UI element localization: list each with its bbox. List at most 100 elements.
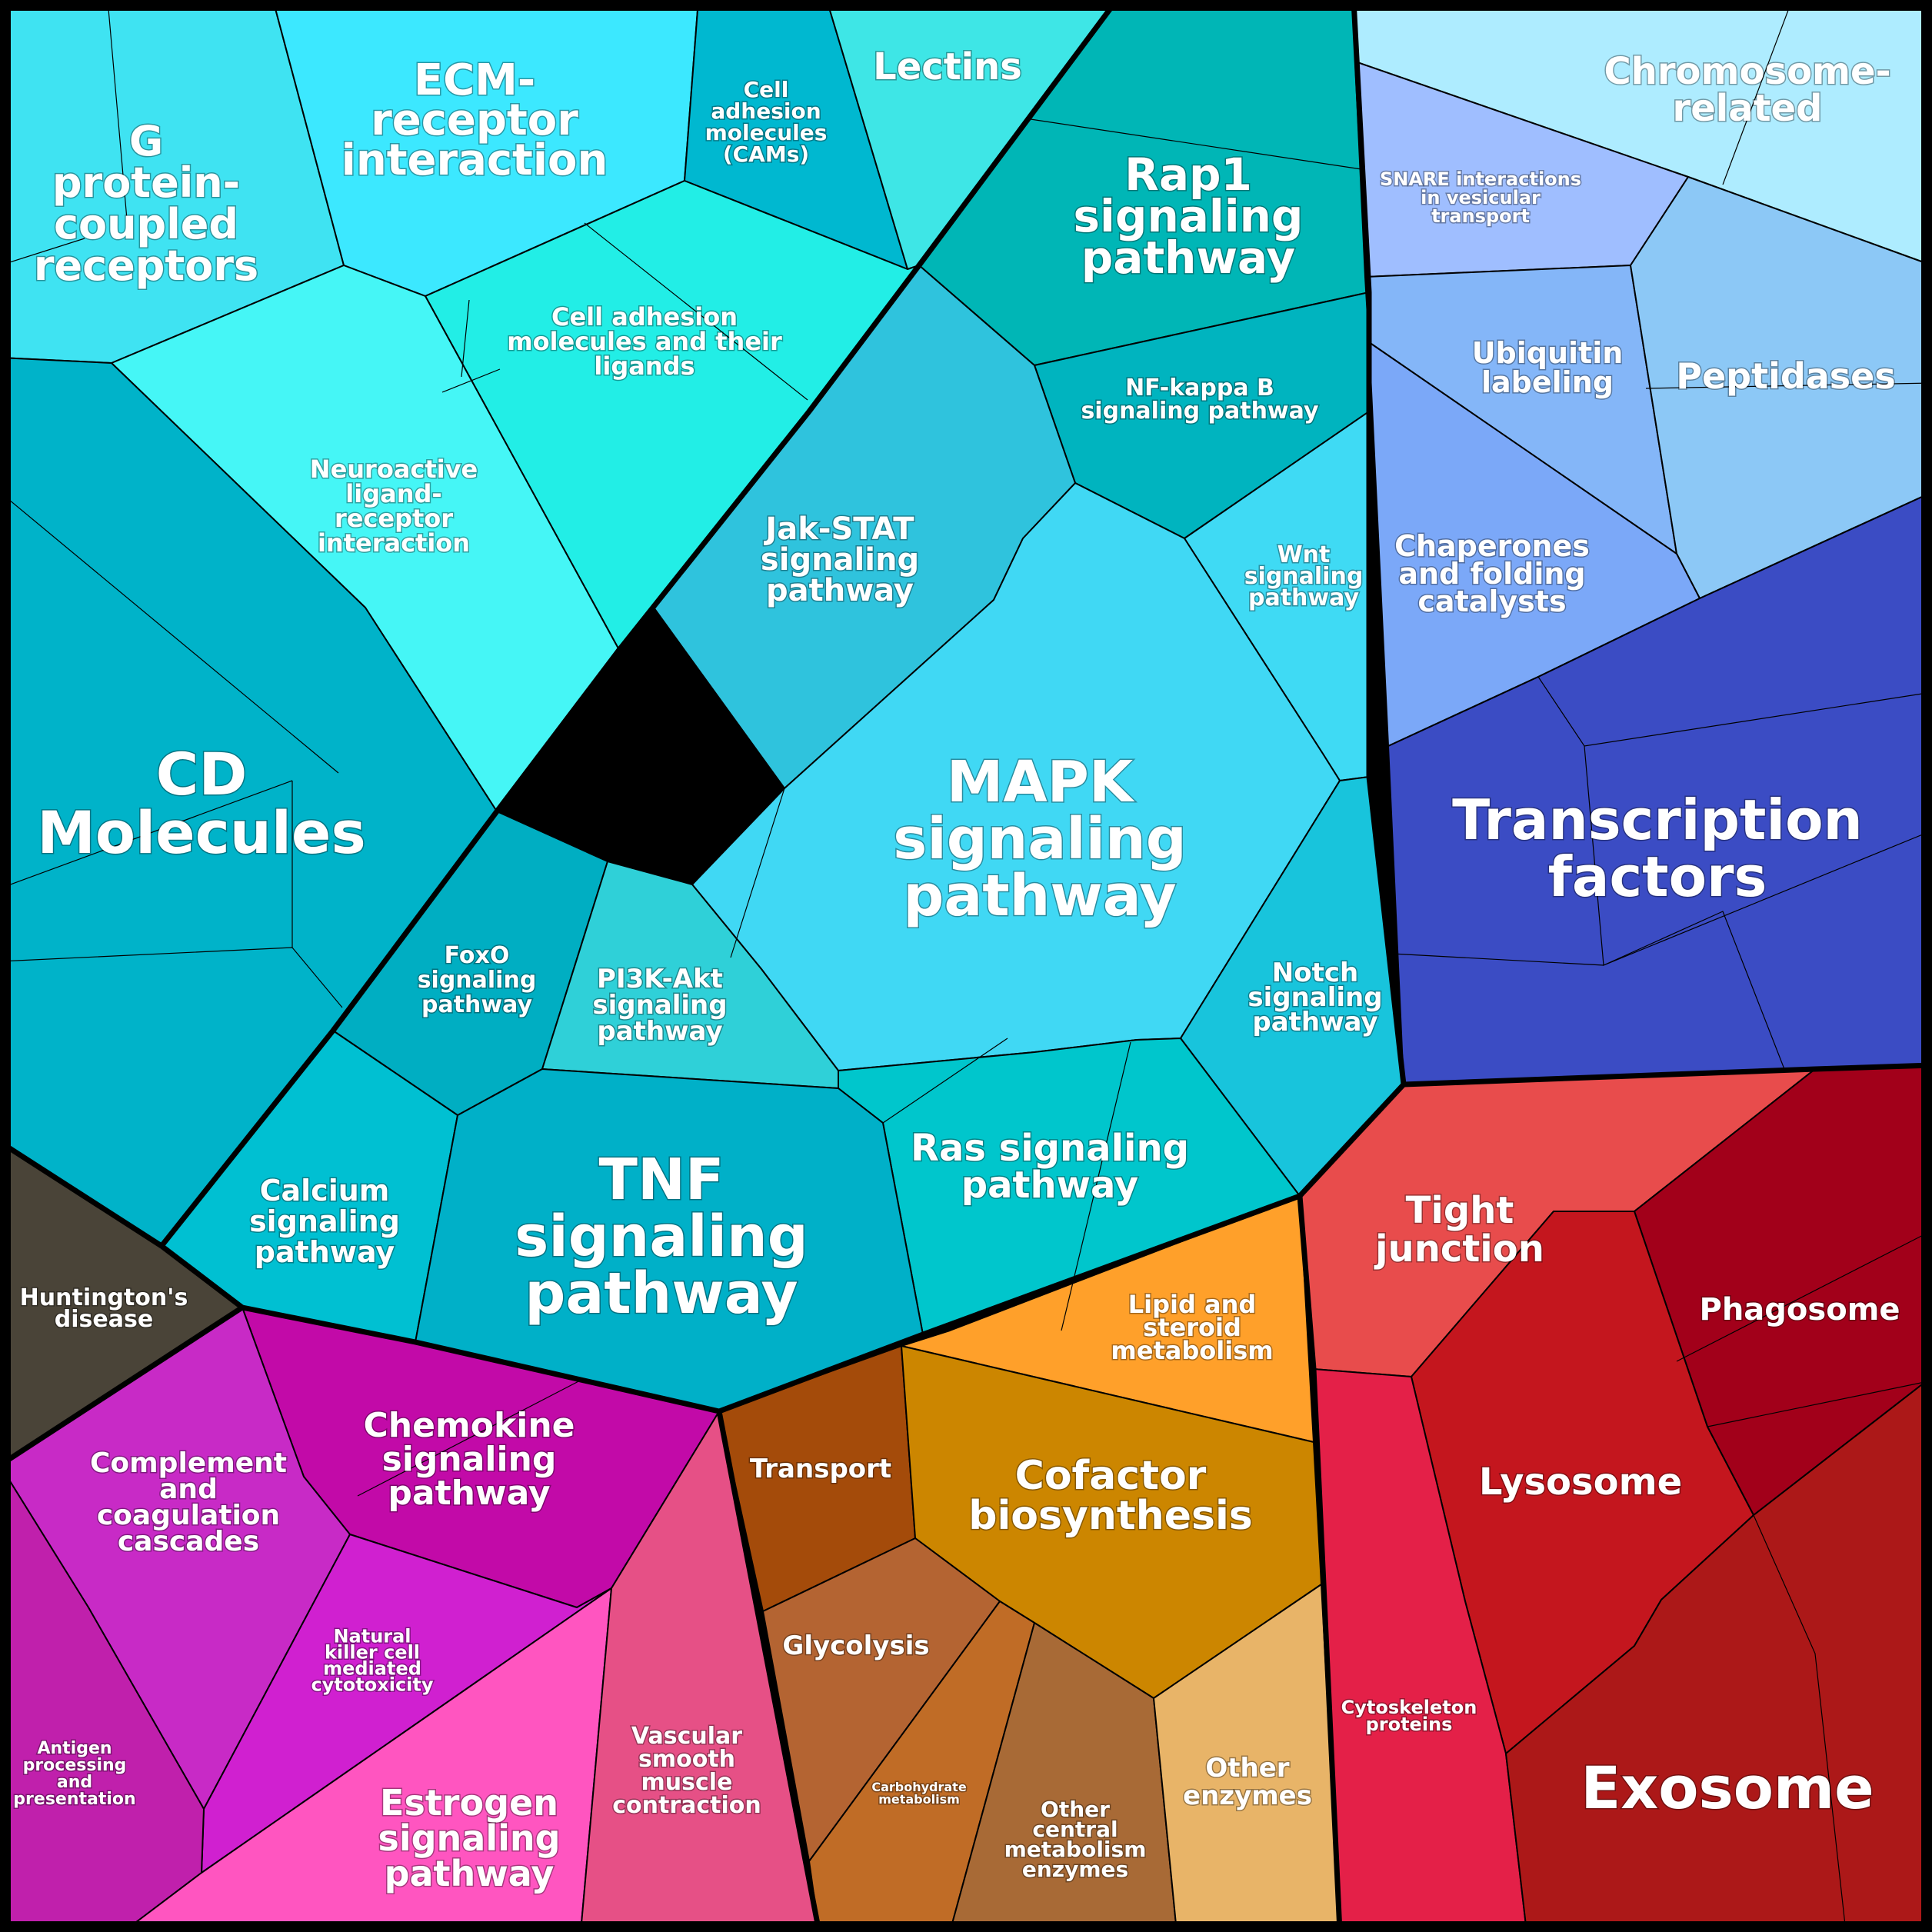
cell-label-line: Chemokine xyxy=(363,1406,575,1445)
cell-label-line: Ubiquitin xyxy=(1472,336,1624,370)
cell-label-line: Cell adhesion xyxy=(551,302,738,331)
group-signaling xyxy=(0,0,1404,1412)
subdivision-line xyxy=(1030,118,1362,170)
cell-label-line: signaling xyxy=(382,1440,557,1479)
cell-label-other-central: Other central metabolism enzymes xyxy=(1004,1797,1147,1882)
cell-label-line: Lectins xyxy=(873,45,1022,88)
cell-label-line: signaling pathway xyxy=(1081,398,1319,425)
cell-label-antigen: Antigen processing and presentation xyxy=(13,1739,135,1809)
cell-label-carbohydrate: Carbohydrate metabolism xyxy=(871,1780,966,1807)
cell-label-cell-adhesion-ligands: Cell adhesion molecules and their ligands xyxy=(507,302,782,381)
cell-label-line: adhesion xyxy=(711,98,821,124)
cell-label-snare: SNARE interactions in vesicular transport xyxy=(1380,168,1581,227)
cell-label-line: FoxO xyxy=(445,942,510,969)
cell-exosome[interactable] xyxy=(1505,1376,1932,1932)
cell-label-mapk: MAPK signaling pathway xyxy=(893,749,1186,929)
cell-label-line: PI3K-Akt xyxy=(597,964,723,994)
cell-label-line: signaling xyxy=(592,990,727,1021)
cell-label-line: mediated xyxy=(323,1658,421,1680)
cell-label-line: and folding xyxy=(1398,557,1585,591)
cell-label-peptidases: Peptidases xyxy=(1676,355,1896,397)
cell-label-line: CD xyxy=(156,740,248,808)
cell-label-line: pathway xyxy=(903,863,1176,929)
cell-label-line: Cell xyxy=(744,77,789,102)
cell-label-line: factors xyxy=(1548,844,1767,909)
cell-label-cytoskeleton: Cytoskeleton proteins xyxy=(1341,1697,1477,1735)
cell-label-line: receptors xyxy=(34,242,258,290)
cell-label-line: signaling xyxy=(378,1817,560,1859)
cell-label-exosome: Exosome xyxy=(1581,1754,1874,1822)
cell-label-line: Cofactor xyxy=(1015,1453,1207,1499)
subdivision-line xyxy=(882,1038,1008,1124)
cell-label-line: proteins xyxy=(1366,1714,1453,1735)
cell-label-line: pathway xyxy=(388,1474,550,1513)
cell-label-tight: Tight junction xyxy=(1374,1189,1544,1271)
group-border-line xyxy=(1351,0,1407,1085)
cell-label-line: Vascular xyxy=(631,1723,742,1750)
cell-label-line: Huntington's xyxy=(20,1284,188,1311)
cell-label-line: Chaperones xyxy=(1394,529,1590,563)
cell-label-line: interaction xyxy=(318,528,470,558)
cell-label-line: Notch xyxy=(1272,958,1358,988)
subdivision-line xyxy=(691,788,785,885)
cell-label-line: Exosome xyxy=(1581,1754,1874,1822)
cell-label-line: metabolism xyxy=(878,1792,960,1807)
cell-other-enzymes[interactable] xyxy=(1153,1584,1341,1932)
group-border-line xyxy=(1297,1082,1406,1198)
cell-label-line: pathway xyxy=(1081,232,1295,284)
cell-label-line: enzymes xyxy=(1183,1780,1312,1811)
cell-label-line: Neuroactive xyxy=(310,455,478,484)
cell-label-neuroactive: Neuroactive ligand-receptor interaction xyxy=(310,455,478,558)
cell-label-tnf: TNF signaling pathway xyxy=(515,1147,808,1327)
cell-label-line: NF-kappa B xyxy=(1125,375,1274,401)
cell-label-chemokine: Chemokine signaling pathway xyxy=(363,1406,575,1513)
cell-label-chaperones: Chaperones and folding catalysts xyxy=(1394,529,1590,618)
cell-label-estrogen: Estrogen signaling pathway xyxy=(378,1782,560,1894)
cell-label-calcium: Calcium signaling pathway xyxy=(249,1174,400,1269)
subdivision-line xyxy=(1707,1380,1932,1427)
subdivision-line xyxy=(441,368,501,393)
subdivision-line xyxy=(0,491,339,774)
cell-label-line: Jak-STAT xyxy=(763,511,914,547)
cell-label-line: pathway xyxy=(961,1164,1138,1207)
cell-label-line: in vesicular xyxy=(1421,187,1541,208)
cell-label-line: Carbohydrate xyxy=(871,1780,966,1794)
cell-label-line: Lysosome xyxy=(1479,1461,1682,1504)
cell-label-foxo: FoxO signaling pathway xyxy=(418,942,537,1018)
cell-label-line: Tight xyxy=(1406,1189,1514,1232)
cell-label-line: Phagosome xyxy=(1700,1292,1900,1327)
cell-label-line: Other xyxy=(1205,1753,1289,1784)
cell-label-line: killer cell xyxy=(325,1642,420,1664)
cell-other-central[interactable] xyxy=(949,1622,1178,1932)
cell-label-line: transport xyxy=(1431,205,1530,227)
cell-label-line: signaling xyxy=(1247,982,1382,1013)
cell-label-line: processing xyxy=(23,1756,127,1775)
subdivision-line xyxy=(1722,0,1793,185)
cell-label-line: Estrogen xyxy=(380,1782,558,1824)
cell-label-line: Molecules xyxy=(37,798,365,867)
cell-label-line: signaling xyxy=(418,967,537,994)
cell-label-phagosome: Phagosome xyxy=(1700,1292,1900,1327)
cell-label-line: Antigen xyxy=(37,1739,112,1758)
cell-label-line: contraction xyxy=(612,1792,761,1819)
cell-label-line: coagulation xyxy=(97,1500,280,1531)
subdivision-line xyxy=(1753,1514,1847,1932)
subdivision-line xyxy=(1603,911,1785,1070)
cell-label-transport: Transport xyxy=(750,1454,891,1484)
cell-label-line: MAPK xyxy=(947,749,1135,815)
subdivision-line xyxy=(107,0,128,220)
cell-label-lysosome: Lysosome xyxy=(1479,1461,1682,1504)
cell-label-pi3k: PI3K-Akt signaling pathway xyxy=(592,964,727,1047)
cell-label-complement: Complement and coagulation cascades xyxy=(90,1447,287,1557)
cell-label-line: signaling xyxy=(1244,563,1364,590)
group-vesicle xyxy=(1299,1064,1932,1932)
cell-label-line: catalysts xyxy=(1417,585,1566,618)
cell-label-line: cytotoxicity xyxy=(311,1674,433,1696)
group-border-line xyxy=(159,0,1119,1248)
cell-label-line: and xyxy=(159,1474,218,1505)
